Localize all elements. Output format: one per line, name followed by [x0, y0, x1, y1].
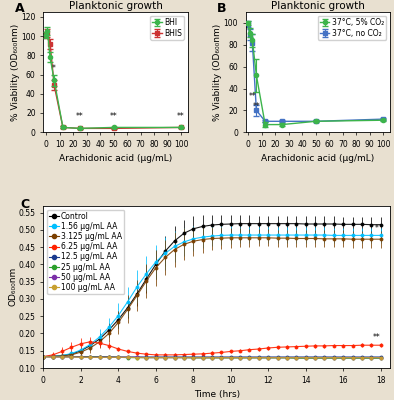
X-axis label: Time (hrs): Time (hrs) [193, 390, 240, 399]
Text: **: ** [110, 112, 117, 121]
Legend: 37°C, 5% CO₂, 37°C, no CO₂: 37°C, 5% CO₂, 37°C, no CO₂ [318, 16, 386, 40]
X-axis label: Arachidonic acid (μg/mL): Arachidonic acid (μg/mL) [59, 154, 172, 164]
Legend: Control, 1.56 μg/mL AA, 3.125 μg/mL AA, 6.25 μg/mL AA, 12.5 μg/mL AA, 25 μg/mL A: Control, 1.56 μg/mL AA, 3.125 μg/mL AA, … [47, 210, 125, 294]
Text: **: ** [253, 102, 260, 112]
Text: **: ** [177, 112, 185, 121]
Title: Planktonic growth: Planktonic growth [271, 1, 365, 11]
Text: *: * [52, 64, 56, 72]
Text: B: B [217, 2, 226, 15]
Title: Planktonic growth: Planktonic growth [69, 1, 162, 11]
Text: *: * [375, 224, 379, 233]
Legend: BHI, BHIS: BHI, BHIS [150, 16, 184, 40]
X-axis label: Arachidonic acid (μg/mL): Arachidonic acid (μg/mL) [261, 154, 374, 164]
Text: **: ** [76, 112, 84, 121]
Text: C: C [21, 198, 30, 210]
Text: **: ** [249, 92, 256, 100]
Y-axis label: % Viability (OD₆₀₀nm): % Viability (OD₆₀₀nm) [213, 24, 222, 121]
Y-axis label: OD₆₀₀nm: OD₆₀₀nm [8, 267, 17, 306]
Text: **: ** [373, 333, 381, 342]
Text: A: A [15, 2, 24, 15]
Y-axis label: % Viability (OD₆₀₀nm): % Viability (OD₆₀₀nm) [11, 24, 20, 121]
